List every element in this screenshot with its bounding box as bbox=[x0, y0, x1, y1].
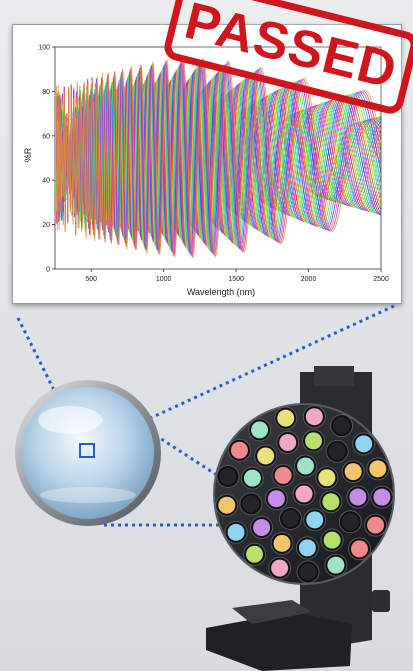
filter-glass bbox=[218, 496, 236, 514]
filter-glass bbox=[242, 495, 260, 513]
filter-glass bbox=[341, 513, 359, 531]
lens bbox=[15, 380, 161, 526]
wheel-base-plate bbox=[206, 612, 352, 671]
filter-glass bbox=[245, 545, 263, 563]
x-tick-label: 2000 bbox=[301, 276, 317, 283]
filter-glass bbox=[251, 421, 269, 439]
filter-glass bbox=[299, 563, 317, 581]
wheel-base-step bbox=[232, 600, 312, 624]
filter-glass bbox=[350, 540, 368, 558]
filter-glass bbox=[230, 441, 248, 459]
filter-glass bbox=[277, 409, 295, 427]
filter-glass bbox=[271, 559, 289, 577]
y-tick-label: 20 bbox=[42, 222, 50, 229]
filter-glass bbox=[349, 488, 367, 506]
filter-glass bbox=[298, 539, 316, 557]
filter-glass bbox=[373, 488, 391, 506]
filter-glass bbox=[369, 460, 387, 478]
lens-highlight bbox=[38, 406, 102, 434]
filter-glass bbox=[306, 511, 324, 529]
chart-axes: 500 1000 1500 2000 2500 0 20 40 60 80 100 bbox=[38, 45, 389, 284]
x-tick-label: 1500 bbox=[228, 276, 244, 283]
filter-glass bbox=[333, 417, 351, 435]
filter-slots bbox=[215, 405, 394, 584]
filter-glass bbox=[273, 534, 291, 552]
filter-glass bbox=[323, 531, 341, 549]
y-axis-label: %R bbox=[23, 147, 33, 162]
y-tick-label: 0 bbox=[46, 267, 50, 274]
spectrum-chart: 500 1000 1500 2000 2500 0 20 40 60 80 100 Waveleng… bbox=[23, 45, 389, 298]
y-tick-label: 100 bbox=[38, 45, 50, 52]
filter-glass bbox=[305, 408, 323, 426]
wheel-top-block bbox=[314, 366, 354, 386]
filter-wheel-assembly bbox=[206, 366, 395, 671]
filter-glass bbox=[295, 485, 313, 503]
y-tick-label: 60 bbox=[42, 133, 50, 140]
x-axis-label: Wavelength (nm) bbox=[187, 287, 255, 297]
spectrum-chart-card: 500 1000 1500 2000 2500 0 20 40 60 80 100 Waveleng… bbox=[12, 24, 402, 304]
filter-glass bbox=[279, 434, 297, 452]
series-group bbox=[55, 56, 382, 259]
series-line bbox=[55, 56, 382, 259]
x-tick-label: 1000 bbox=[156, 276, 172, 283]
filter-glass bbox=[297, 457, 315, 475]
filter-wheel-rim bbox=[213, 403, 395, 585]
filter-glass bbox=[253, 518, 271, 536]
filter-glass bbox=[318, 469, 336, 487]
filter-glass bbox=[322, 493, 340, 511]
filter-glass bbox=[367, 516, 385, 534]
series-line bbox=[55, 61, 382, 253]
filter-glass bbox=[355, 435, 373, 453]
filter-glass bbox=[305, 432, 323, 450]
filter-glass bbox=[281, 510, 299, 528]
y-tick-label: 80 bbox=[42, 89, 50, 96]
filter-glass bbox=[257, 447, 275, 465]
x-tick-label: 2500 bbox=[373, 276, 389, 283]
filter-glass bbox=[274, 466, 292, 484]
filter-glass bbox=[328, 442, 346, 460]
side-knob bbox=[372, 590, 390, 612]
x-tick-label: 500 bbox=[85, 276, 97, 283]
filter-glass bbox=[327, 556, 345, 574]
lens-focus-square bbox=[79, 443, 95, 458]
plot-frame bbox=[54, 46, 382, 270]
filter-glass bbox=[344, 463, 362, 481]
filter-glass bbox=[243, 469, 261, 487]
filter-glass bbox=[227, 523, 245, 541]
lens-lower-highlight bbox=[40, 487, 136, 503]
y-tick-label: 40 bbox=[42, 178, 50, 185]
filter-glass bbox=[219, 468, 237, 486]
filter-glass bbox=[267, 490, 285, 508]
